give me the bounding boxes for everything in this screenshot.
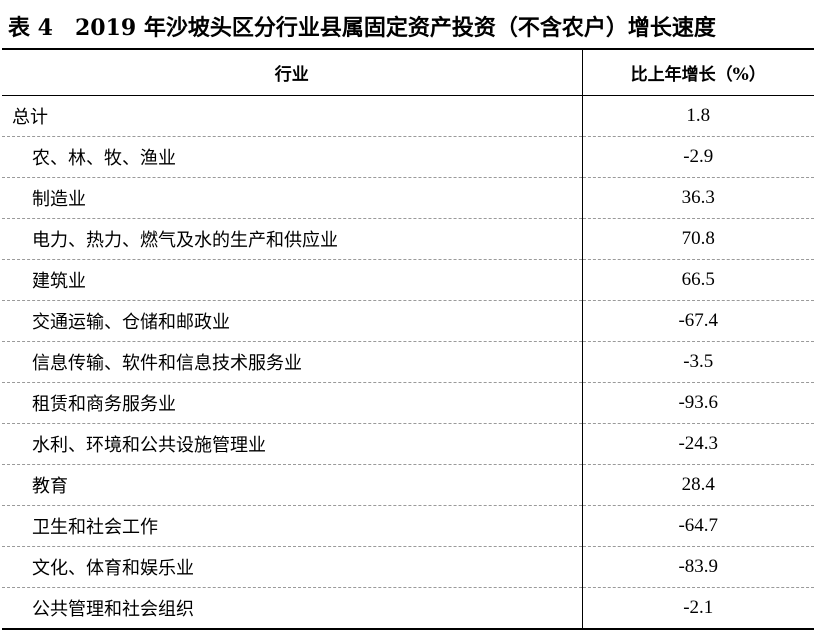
table-row: 信息传输、软件和信息技术服务业 -3.5 (2, 341, 814, 383)
investment-growth-table: 行业 比上年增长（%） 总计 1.8 农、林、牧、渔业 -2.9 制造业 36.… (2, 48, 814, 630)
industry-name: 农、林、牧、渔业 (2, 136, 583, 178)
table-number: 表 4 (8, 15, 53, 41)
growth-value: 28.4 (582, 464, 814, 506)
table-row-total: 总计 1.8 (2, 95, 814, 137)
growth-value: -3.5 (582, 341, 814, 383)
table-row: 公共管理和社会组织 -2.1 (2, 587, 814, 630)
industry-name: 交通运输、仓储和邮政业 (2, 300, 583, 342)
industry-name: 电力、热力、燃气及水的生产和供应业 (2, 218, 583, 260)
industry-name: 制造业 (2, 177, 583, 219)
industry-name: 建筑业 (2, 259, 583, 301)
growth-value: 36.3 (582, 177, 814, 219)
growth-value: -93.6 (582, 382, 814, 424)
table-row: 教育 28.4 (2, 464, 814, 506)
industry-name: 信息传输、软件和信息技术服务业 (2, 341, 583, 383)
table-row: 租赁和商务服务业 -93.6 (2, 382, 814, 424)
table-row: 制造业 36.3 (2, 177, 814, 219)
table-row: 交通运输、仓储和邮政业 -67.4 (2, 300, 814, 342)
table-header-row: 行业 比上年增长（%） (2, 48, 814, 96)
table-row: 电力、热力、燃气及水的生产和供应业 70.8 (2, 218, 814, 260)
growth-value: 1.8 (582, 95, 814, 137)
table-row: 卫生和社会工作 -64.7 (2, 505, 814, 547)
industry-name: 租赁和商务服务业 (2, 382, 583, 424)
growth-value: -83.9 (582, 546, 814, 588)
industry-name: 水利、环境和公共设施管理业 (2, 423, 583, 465)
table-row: 农、林、牧、渔业 -2.9 (2, 136, 814, 178)
growth-value: -24.3 (582, 423, 814, 465)
table-row: 水利、环境和公共设施管理业 -24.3 (2, 423, 814, 465)
industry-name: 文化、体育和娱乐业 (2, 546, 583, 588)
industry-name: 公共管理和社会组织 (2, 587, 583, 630)
table-title: 表 4 2019 年沙坡头区分行业县属固定资产投资（不含农户）增长速度 (8, 8, 716, 48)
industry-column-header: 行业 (2, 48, 583, 96)
growth-column-header: 比上年增长（%） (582, 48, 814, 96)
growth-value: 70.8 (582, 218, 814, 260)
table-row: 建筑业 66.5 (2, 259, 814, 301)
growth-value: 66.5 (582, 259, 814, 301)
growth-value: -2.1 (582, 587, 814, 630)
industry-name: 总计 (2, 95, 583, 137)
growth-value: -64.7 (582, 505, 814, 547)
growth-value: -2.9 (582, 136, 814, 178)
growth-value: -67.4 (582, 300, 814, 342)
table-row: 文化、体育和娱乐业 -83.9 (2, 546, 814, 588)
table-title-text: 2019 年沙坡头区分行业县属固定资产投资（不含农户）增长速度 (74, 15, 716, 41)
industry-name: 卫生和社会工作 (2, 505, 583, 547)
industry-name: 教育 (2, 464, 583, 506)
